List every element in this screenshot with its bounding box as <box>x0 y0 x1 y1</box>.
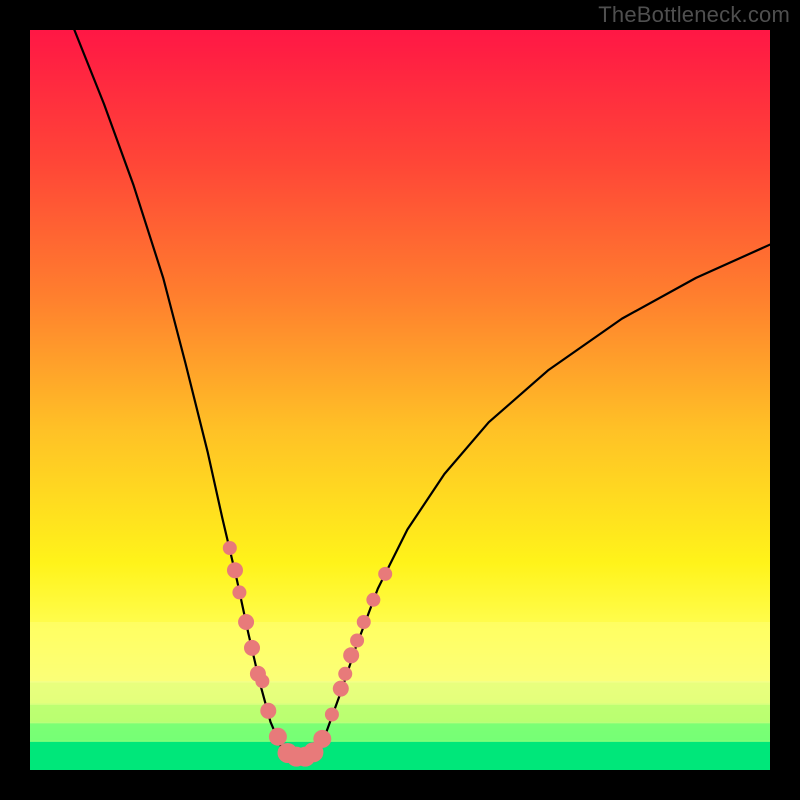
curve-marker-dot <box>350 634 364 648</box>
watermark-text: TheBottleneck.com <box>598 2 790 28</box>
color-band <box>30 705 770 722</box>
curve-marker-dot <box>333 681 349 697</box>
curve-marker-dot <box>227 562 243 578</box>
curve-marker-dot <box>260 703 276 719</box>
color-band <box>30 723 770 740</box>
color-band <box>30 683 770 704</box>
curve-marker-dot <box>255 674 269 688</box>
curve-marker-dot <box>366 593 380 607</box>
curve-marker-dot <box>325 708 339 722</box>
curve-marker-dot <box>232 585 246 599</box>
bottom-color-bands <box>30 622 770 770</box>
curve-marker-dot <box>343 647 359 663</box>
chart-stage: TheBottleneck.com <box>0 0 800 800</box>
curve-marker-dot <box>357 615 371 629</box>
color-band <box>30 742 770 770</box>
curve-marker-dot <box>269 728 287 746</box>
curve-marker-dot <box>378 567 392 581</box>
curve-marker-dot <box>238 614 254 630</box>
curve-marker-dot <box>244 640 260 656</box>
curve-marker-dot <box>313 730 331 748</box>
plot-area <box>30 30 770 770</box>
curve-marker-dot <box>338 667 352 681</box>
chart-svg <box>0 0 800 800</box>
curve-marker-dot <box>223 541 237 555</box>
color-band <box>30 622 770 681</box>
